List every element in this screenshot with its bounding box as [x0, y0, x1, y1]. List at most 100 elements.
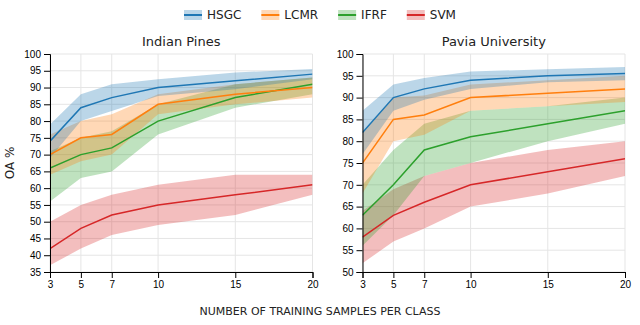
- tick: 55: [30, 200, 50, 211]
- x-axis-title: NUMBER OF TRAINING SAMPLES PER CLASS: [200, 305, 441, 318]
- tick: 70: [342, 180, 362, 191]
- tick-label: 55: [30, 200, 42, 211]
- tick: 70: [30, 149, 50, 160]
- tick-mark: [81, 272, 82, 278]
- grid-line: [50, 54, 313, 55]
- tick: 5: [391, 272, 397, 290]
- tick: 85: [30, 99, 50, 110]
- tick: 3: [360, 272, 366, 290]
- tick-label: 3: [360, 279, 366, 290]
- tick-mark: [44, 255, 50, 256]
- tick: 20: [620, 272, 632, 290]
- tick: 95: [30, 65, 50, 76]
- legend-item: IFRF: [338, 8, 387, 22]
- tick-mark: [313, 272, 314, 278]
- tick-mark: [393, 272, 394, 278]
- legend-item: LCMR: [261, 8, 318, 22]
- tick: 3: [48, 272, 54, 290]
- tick-mark: [235, 272, 236, 278]
- tick-label: 10: [153, 279, 165, 290]
- tick-mark: [548, 272, 549, 278]
- axis-line: [357, 55, 364, 273]
- tick-label: 75: [342, 158, 354, 169]
- tick: 55: [342, 245, 362, 256]
- tick-label: 50: [342, 267, 354, 278]
- tick-label: 10: [466, 279, 478, 290]
- title: Indian Pines: [142, 34, 221, 49]
- y-axis: 35404550556065707580859095100: [24, 49, 50, 278]
- tick: 80: [30, 116, 50, 127]
- tick-mark: [44, 88, 50, 89]
- tick-label: 80: [30, 116, 42, 127]
- y-axis: 50556065707580859095100: [337, 49, 363, 278]
- tick-mark: [44, 71, 50, 72]
- tick: 65: [342, 201, 362, 212]
- tick-mark: [357, 272, 363, 273]
- tick-mark: [471, 272, 472, 278]
- legend-label: IFRF: [361, 8, 387, 22]
- tick: 10: [153, 272, 165, 290]
- tick: 50: [30, 216, 50, 227]
- plot-area: [50, 69, 313, 265]
- tick-mark: [357, 141, 363, 142]
- tick: 75: [30, 133, 50, 144]
- tick-mark: [357, 119, 363, 120]
- tick-label: 50: [30, 216, 42, 227]
- tick-mark: [44, 138, 50, 139]
- y-axis-title: OA %: [3, 147, 17, 180]
- tick: 90: [342, 92, 362, 103]
- tick: 90: [30, 82, 50, 93]
- legend-swatch-line: [338, 14, 356, 16]
- grid-line: [50, 255, 313, 256]
- tick-label: 90: [342, 92, 354, 103]
- panel: 35710152050556065707580859095100Pavia Un…: [337, 34, 632, 290]
- tick-mark: [357, 185, 363, 186]
- tick-mark: [424, 272, 425, 278]
- title: Pavia University: [442, 34, 547, 49]
- tick-mark: [158, 272, 159, 278]
- tick-label: 20: [620, 279, 632, 290]
- tick-label: 60: [342, 223, 354, 234]
- tick-label: 45: [30, 233, 42, 244]
- tick-label: 35: [30, 267, 42, 278]
- tick: 5: [79, 272, 85, 290]
- tick: 60: [342, 223, 362, 234]
- line: [363, 159, 626, 237]
- line: [50, 84, 313, 168]
- tick: 7: [422, 272, 428, 290]
- tick: 65: [30, 166, 50, 177]
- tick-mark: [44, 238, 50, 239]
- line: [50, 88, 313, 155]
- tick: 15: [230, 272, 242, 290]
- tick: 10: [466, 272, 478, 290]
- tick: 7: [109, 272, 115, 290]
- legend-item: HSGC: [184, 8, 241, 22]
- tick-label: 55: [342, 245, 354, 256]
- axis-line: [44, 55, 51, 273]
- tick-label: 90: [30, 82, 42, 93]
- line: [363, 74, 626, 133]
- legend-label: HSGC: [207, 8, 241, 22]
- line: [363, 89, 626, 163]
- tick-mark: [625, 272, 626, 278]
- legend-swatch: [261, 10, 279, 20]
- chart: 35710152035404550556065707580859095100In…: [0, 0, 640, 325]
- x-axis: 357101520: [48, 272, 319, 290]
- tick-mark: [44, 188, 50, 189]
- tick-label: 70: [30, 149, 42, 160]
- line: [363, 111, 626, 216]
- tick: 45: [30, 233, 50, 244]
- band: [363, 67, 626, 154]
- tick-label: 95: [342, 71, 354, 82]
- tick: 100: [337, 49, 363, 60]
- legend-swatch-line: [261, 14, 279, 16]
- x-axis: 357101520: [360, 272, 631, 290]
- tick-label: 15: [230, 279, 242, 290]
- tick-label: 85: [30, 99, 42, 110]
- tick-mark: [44, 205, 50, 206]
- tick-label: 95: [30, 65, 42, 76]
- legend-swatch: [338, 10, 356, 20]
- tick: 60: [30, 183, 50, 194]
- legend-label: LCMR: [284, 8, 318, 22]
- tick: 50: [342, 267, 362, 278]
